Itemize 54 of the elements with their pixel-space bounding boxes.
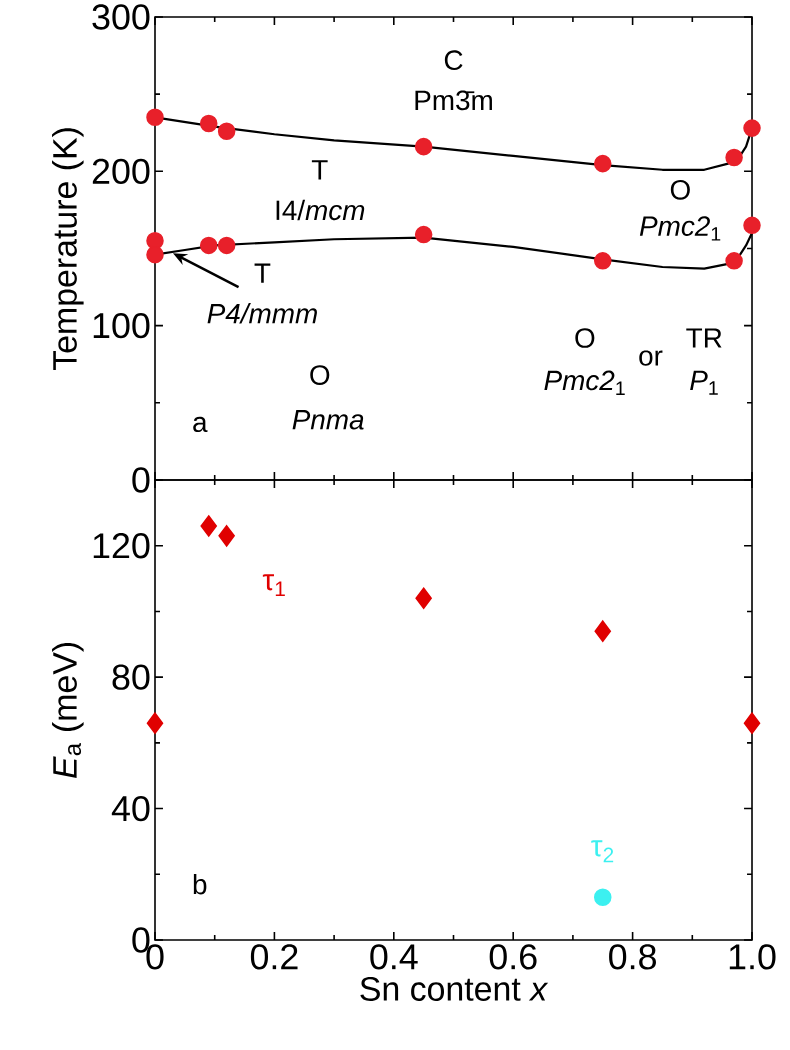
point [743, 119, 761, 137]
point [414, 225, 433, 244]
point [199, 114, 218, 133]
annotation: b [193, 873, 207, 895]
series-label: τ$_{1}$ [262, 574, 285, 596]
point [146, 712, 164, 734]
annotation: O [575, 328, 595, 348]
y-tick-label: 120 [93, 533, 150, 559]
point [593, 252, 612, 270]
point [725, 148, 743, 167]
x-tick-label: 1.0 [729, 944, 776, 970]
series-label: τ$_{2}$ [591, 840, 614, 863]
annotation: O [670, 179, 690, 200]
annotation: I4/mcm [276, 199, 365, 221]
y-tick-label: 40 [111, 795, 150, 822]
point [415, 587, 432, 610]
y-tick-label: 300 [92, 4, 150, 30]
annotation: T [254, 263, 271, 283]
point [743, 712, 761, 734]
y-axis-title: E$_{a}$ (meV) [52, 642, 84, 779]
annotation: P4/mmm [207, 303, 317, 324]
x-tick-label: 0.6 [489, 944, 537, 970]
point [725, 252, 743, 270]
point [743, 216, 761, 235]
annotation: TR [686, 328, 722, 348]
annotation: Pmc2$_{1}$ [639, 216, 721, 241]
x-axis-title: Sn content x [360, 976, 549, 1001]
y-tick-label: 100 [93, 312, 150, 339]
y-axis-title: Temperature (K) [52, 128, 84, 371]
point [199, 236, 218, 255]
point [200, 515, 217, 537]
annotation: or [639, 350, 663, 366]
x-tick-label: 0.2 [250, 944, 298, 970]
annotation: C [444, 50, 463, 71]
point [217, 122, 236, 140]
annotation: Pnma [292, 410, 364, 430]
annotation: O [310, 365, 330, 385]
y-tick-label: 200 [92, 158, 150, 185]
point [414, 137, 433, 156]
point [594, 620, 612, 642]
y-tick-label: 0 [132, 467, 150, 493]
point [218, 525, 235, 547]
annotation: Pm3̄m [415, 90, 492, 111]
point [146, 108, 164, 127]
point [593, 154, 612, 173]
y-tick-label: 80 [112, 664, 150, 690]
point [217, 236, 236, 255]
x-tick-label: 0.8 [609, 944, 656, 970]
annotation: P$_{1}$ [690, 370, 718, 395]
annotation: Pmc2$_{1}$ [544, 370, 625, 395]
x-tick-label: 0.4 [370, 944, 418, 970]
annotation: T [311, 160, 328, 180]
point [593, 888, 612, 907]
annotation: a [193, 416, 208, 433]
